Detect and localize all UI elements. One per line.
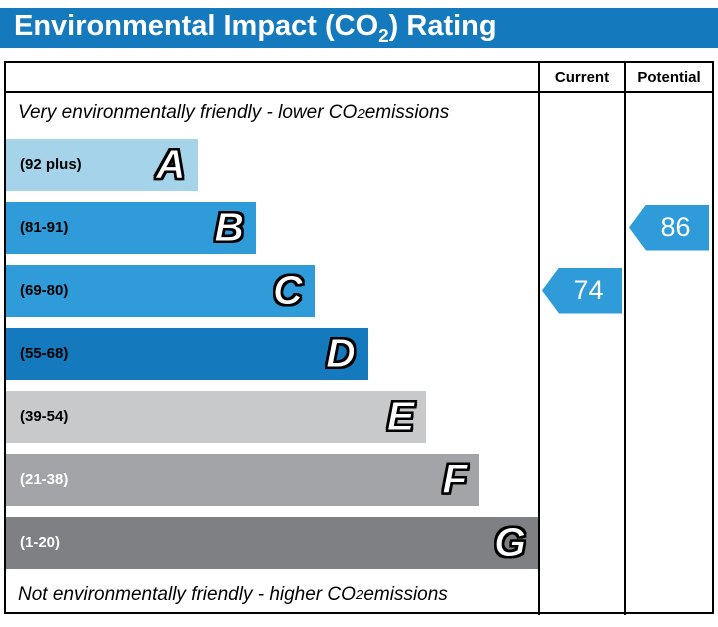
- band-g-range: (1-20): [20, 534, 61, 551]
- band-e-letter: E: [386, 393, 415, 439]
- band-e-range: (39-54): [20, 408, 69, 425]
- band-g: (1-20) G: [6, 516, 538, 569]
- band-a: (92 plus) A: [6, 138, 198, 191]
- bottom-note-suffix: emissions: [363, 583, 448, 605]
- page-title: Environmental Impact (CO2) Rating: [14, 10, 497, 47]
- current-column-header: Current: [538, 63, 624, 93]
- top-note-prefix: Very environmentally friendly - lower CO: [18, 102, 358, 123]
- potential-value-arrow: 86: [629, 204, 709, 251]
- band-f-letter: F: [442, 456, 468, 502]
- band-a-letter: A: [155, 141, 186, 187]
- band-b-letter: B: [214, 204, 245, 250]
- band-d: (55-68) D: [6, 327, 368, 380]
- current-value-arrow: 74: [542, 267, 622, 314]
- band-b-range: (81-91): [20, 219, 69, 236]
- current-column: 74: [538, 93, 624, 615]
- epc-co2-page: Environmental Impact (CO2) Rating Curren…: [0, 8, 718, 627]
- band-g-letter: G: [494, 519, 527, 565]
- potential-arrow-slot: 86: [626, 196, 712, 259]
- top-note: Very environmentally friendly - lower CO…: [6, 93, 538, 133]
- band-f-range: (21-38): [20, 471, 69, 488]
- title-bar: Environmental Impact (CO2) Rating: [0, 8, 718, 48]
- bottom-note: Not environmentally friendly - higher CO…: [6, 574, 538, 615]
- top-note-suffix: emissions: [364, 102, 450, 123]
- band-c-letter: C: [272, 267, 303, 313]
- bottom-note-subscript: 2: [355, 587, 364, 602]
- current-arrow-slot: 74: [540, 259, 624, 322]
- band-c-range: (69-80): [20, 282, 69, 299]
- band-a-range: (92 plus): [20, 156, 82, 173]
- band-f: (21-38) F: [6, 453, 480, 506]
- band-d-range: (55-68): [20, 345, 69, 362]
- band-d-letter: D: [326, 330, 357, 376]
- current-value: 74: [573, 275, 604, 305]
- band-e: (39-54) E: [6, 390, 427, 443]
- top-note-subscript: 2: [357, 105, 365, 121]
- potential-value: 86: [660, 212, 691, 242]
- bands-column: Very environmentally friendly - lower CO…: [6, 93, 538, 615]
- page-title-prefix: Environmental Impact (CO: [14, 9, 379, 42]
- page-title-suffix: ) Rating: [388, 9, 497, 42]
- potential-column-header: Potential: [624, 63, 712, 93]
- header-spacer: [6, 63, 538, 93]
- potential-column: 86: [624, 93, 712, 615]
- band-b: (81-91) B: [6, 201, 257, 254]
- bottom-note-prefix: Not environmentally friendly - higher CO: [18, 583, 356, 605]
- co2-rating-chart: Current Potential Very environmentally f…: [4, 61, 714, 615]
- band-c: (69-80) C: [6, 264, 315, 317]
- page-title-subscript: 2: [378, 24, 389, 46]
